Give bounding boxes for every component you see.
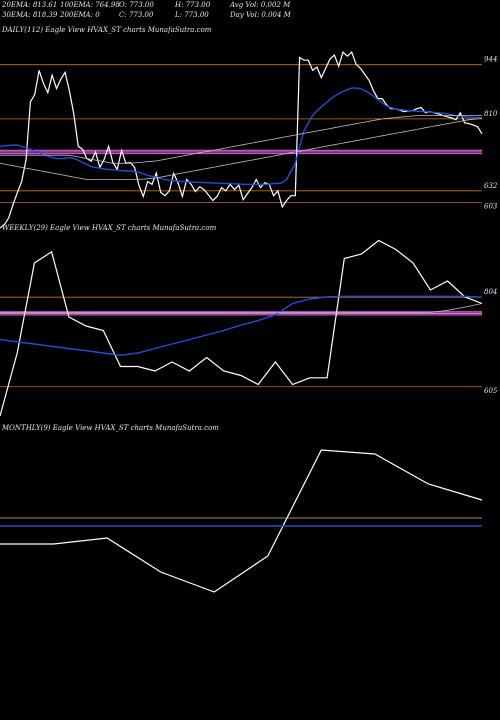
monthly-chart — [0, 449, 483, 593]
daily-panel-title: DAILY(112) Eagle View HVAX_ST charts Mun… — [2, 26, 212, 34]
ema-line-1 — [0, 115, 482, 164]
daily-chart: 944 810 632 603 — [0, 51, 498, 229]
open-value: O: 773.00 — [119, 1, 154, 9]
y-tick-label: 603 — [484, 203, 498, 211]
y-tick-label: 632 — [484, 182, 498, 190]
ema-line-0 — [0, 87, 482, 186]
y-tick-label: 944 — [484, 56, 497, 64]
price-line — [0, 449, 483, 593]
ema30-value: 30EMA: 818.39 — [2, 11, 58, 19]
weekly-chart: 804 605 — [0, 239, 498, 417]
avg-vol-value: Avg Vol: 0.002 M — [230, 1, 291, 9]
day-vol-value: Day Vol: 0.004 M — [230, 11, 291, 19]
y-tick-label: 810 — [484, 110, 498, 118]
high-value: H: 773.00 — [175, 1, 211, 9]
monthly-panel-title: MONTHLY(9) Eagle View HVAX_ST charts Mun… — [2, 424, 219, 432]
ema100-value: 100EMA: 764.98 — [60, 1, 120, 9]
price-line — [0, 51, 483, 229]
y-tick-label: 804 — [484, 288, 497, 296]
ema20-value: 20EMA: 813.61 — [2, 1, 58, 9]
ema200-value: 200EMA: 0 — [60, 11, 100, 19]
price-line — [0, 239, 483, 417]
weekly-panel-title: WEEKLY(29) Eagle View HVAX_ST charts Mun… — [2, 224, 217, 232]
close-value: C: 773.00 — [119, 11, 154, 19]
ema-line-2 — [0, 118, 483, 180]
ema-line-1 — [0, 303, 483, 313]
ema-line-0 — [0, 295, 483, 357]
low-value: L: 773.00 — [175, 11, 209, 19]
y-tick-label: 605 — [484, 387, 498, 395]
